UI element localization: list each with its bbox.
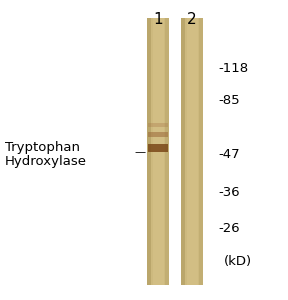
Bar	[165, 18, 169, 285]
Bar	[148, 131, 168, 136]
Bar	[147, 18, 169, 285]
Text: -36: -36	[218, 185, 240, 199]
Bar	[148, 144, 168, 152]
Text: -85: -85	[218, 94, 240, 106]
Text: -47: -47	[218, 148, 240, 161]
Text: -118: -118	[218, 61, 248, 74]
Text: Tryptophan: Tryptophan	[5, 142, 80, 154]
Text: 2: 2	[187, 12, 197, 27]
Text: -26: -26	[218, 221, 240, 235]
Bar	[181, 18, 203, 285]
Bar	[148, 123, 168, 127]
Bar	[187, 18, 198, 285]
Text: Hydroxylase: Hydroxylase	[5, 155, 87, 169]
Bar	[199, 18, 203, 285]
Text: (kD): (kD)	[224, 256, 252, 268]
Text: —: —	[134, 147, 145, 157]
Bar	[147, 18, 151, 285]
Bar	[153, 18, 164, 285]
Text: 1: 1	[153, 12, 163, 27]
Bar	[181, 18, 185, 285]
